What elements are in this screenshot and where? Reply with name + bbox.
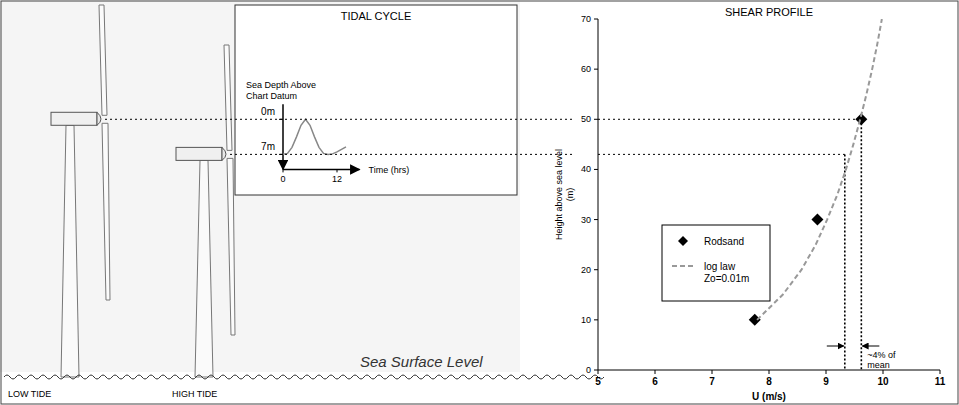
inset-title: TIDAL CYCLE	[341, 10, 412, 22]
blade	[224, 45, 232, 150]
text-line: Chart Datum	[246, 91, 297, 101]
text-line: mean	[867, 360, 890, 370]
tick	[940, 370, 941, 374]
speed-line	[844, 154, 846, 370]
nacelle	[176, 147, 222, 160]
tick-label: 6	[652, 376, 658, 387]
background	[0, 0, 959, 405]
tick-label: 10	[877, 376, 889, 387]
sea-surface	[4, 375, 604, 379]
tick-label: 60	[581, 64, 591, 74]
tick	[594, 219, 598, 220]
data-point	[811, 214, 823, 226]
tick	[712, 370, 713, 374]
chart-title: SHEAR PROFILE	[725, 6, 813, 18]
text-line: Rodsand	[704, 236, 744, 247]
tick-label: 30	[581, 215, 591, 225]
hub-height-line	[598, 154, 845, 155]
inset-x-axis	[283, 169, 360, 171]
legend-label: log lawZo=0.01m	[704, 261, 749, 284]
tick	[598, 370, 599, 374]
tick-label: 0m	[261, 106, 275, 117]
sea-label: Sea Surface Level	[360, 353, 483, 370]
annotation-arrow	[827, 346, 844, 347]
hub	[97, 112, 101, 125]
tick	[883, 370, 884, 374]
legend-symbol	[678, 236, 688, 246]
legend: Rodsand log lawZo=0.01m	[662, 225, 770, 301]
tick	[769, 370, 770, 374]
tick	[826, 370, 827, 374]
hub-height-line	[105, 119, 572, 120]
annotation-arrow	[862, 346, 879, 347]
text-line: Height above sea level	[554, 149, 564, 240]
blade	[102, 123, 110, 300]
log-law-curve	[757, 19, 882, 320]
frame	[1, 1, 958, 404]
y-axis	[598, 19, 599, 370]
tide-curve	[283, 119, 346, 154]
text-line: Zo=0.01m	[704, 273, 749, 284]
tick	[337, 169, 338, 172]
blade	[99, 5, 107, 115]
hub-height-line	[230, 154, 572, 155]
speed-line	[861, 119, 863, 370]
y-axis-title-group: Height above sea level(m)	[554, 149, 575, 240]
tick-label: 7m	[261, 141, 275, 152]
legend-box	[662, 225, 770, 301]
turbine	[176, 45, 235, 377]
tick	[594, 370, 598, 371]
tick-label: 0	[586, 365, 591, 375]
text-line: ~4% of	[867, 350, 896, 360]
inset-plot	[283, 119, 346, 154]
legend-symbol	[672, 265, 694, 267]
tick	[594, 19, 598, 20]
tick-label: 9	[823, 376, 829, 387]
legend-label: Rodsand	[704, 236, 744, 247]
tick	[594, 269, 598, 270]
tick	[594, 119, 598, 120]
annotation: ~4% ofmean	[867, 350, 896, 370]
tick-label: 70	[581, 14, 591, 24]
tick-label: 40	[581, 164, 591, 174]
text-line: (m)	[565, 188, 575, 202]
tick	[283, 169, 284, 172]
tick	[594, 69, 598, 70]
tower	[61, 125, 79, 377]
tick-label: 8	[766, 376, 772, 387]
inset-y-label: Sea Depth AboveChart Datum	[246, 80, 316, 101]
figure: LOW TIDE HIGH TIDE Sea Surface Level TIDAL …	[0, 0, 959, 405]
hub-height-line	[598, 119, 861, 120]
tick-label: 7	[709, 376, 715, 387]
text-line: Sea Depth Above	[246, 80, 316, 90]
hub	[222, 147, 226, 160]
nacelle	[51, 112, 97, 125]
inset-frame	[235, 5, 517, 195]
tick-label: 12	[332, 174, 342, 184]
tower	[195, 160, 213, 377]
turbine	[51, 5, 110, 377]
y-axis-title: Height above sea level(m)	[554, 149, 575, 240]
text-line: log law	[704, 261, 736, 272]
tick-label: 5	[595, 376, 601, 387]
tick-label: 50	[581, 114, 591, 124]
tick-label: 10	[581, 315, 591, 325]
data-point	[749, 314, 761, 326]
tick	[655, 370, 656, 374]
tick-label: 0	[280, 174, 285, 184]
turbine-label: LOW TIDE	[8, 389, 51, 399]
tick	[594, 169, 598, 170]
turbine-label: HIGH TIDE	[172, 389, 217, 399]
tick-label: 20	[581, 265, 591, 275]
blade	[227, 158, 235, 335]
inset-y-axis	[282, 104, 284, 169]
tick	[594, 319, 598, 320]
x-axis-title: U (m/s)	[752, 391, 786, 402]
tick-label: 11	[935, 376, 946, 387]
inset-x-label: Time (hrs)	[369, 165, 410, 175]
